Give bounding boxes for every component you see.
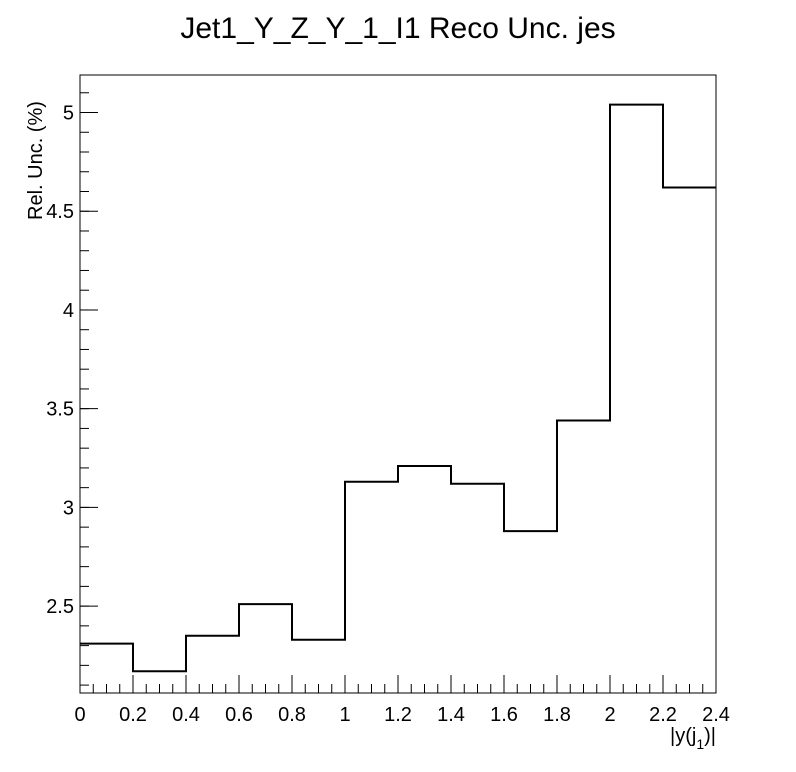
y-tick-label: 5 (63, 103, 74, 125)
y-tick-label: 3.5 (46, 399, 74, 421)
x-tick-label: 2.2 (649, 704, 677, 726)
y-axis-label: Rel. Unc. (%) (25, 101, 47, 220)
histogram-line (80, 103, 716, 673)
x-tick-label: 1.2 (384, 704, 412, 726)
y-tick-label: 4.5 (46, 201, 74, 223)
x-tick-label: 0.6 (225, 704, 253, 726)
y-tick-label: 3 (63, 497, 74, 519)
x-tick-label: 0 (74, 704, 85, 726)
x-tick-label: 1.4 (437, 704, 465, 726)
x-tick-label: 1.6 (490, 704, 518, 726)
x-tick-label: 1 (339, 704, 350, 726)
x-tick-label: 0.4 (172, 704, 200, 726)
x-axis-label: |y(j1)| (670, 725, 716, 752)
x-tick-label: 1.8 (543, 704, 571, 726)
x-tick-label: 0.2 (119, 704, 147, 726)
chart-title: Jet1_Y_Z_Y_1_I1 Reco Unc. jes (180, 12, 615, 45)
y-tick-label: 4 (63, 300, 74, 322)
x-tick-label: 0.8 (278, 704, 306, 726)
y-tick-label: 2.5 (46, 596, 74, 618)
y-axis: 2.5 3 3.5 4 4.5 5 (46, 92, 98, 686)
x-tick-label: 2 (604, 704, 615, 726)
x-axis: 0 0.2 0.4 0.6 0.8 1 1.2 1.4 1.6 1.8 2 2.2 2.4 (74, 675, 730, 726)
plot-frame (79, 74, 717, 694)
x-tick-label: 2.4 (702, 704, 730, 726)
